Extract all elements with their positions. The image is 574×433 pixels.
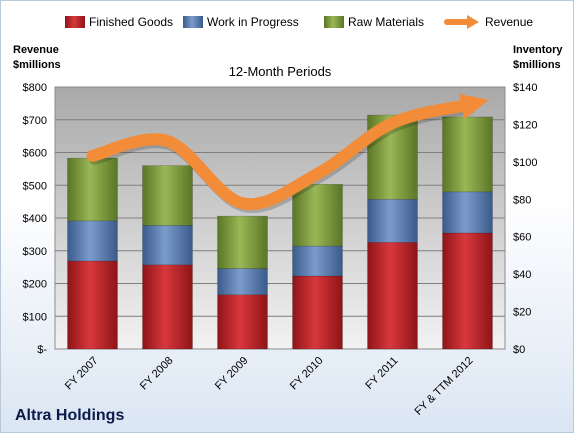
bar-finished-goods <box>367 242 418 350</box>
legend: Finished Goods Work in Progress Raw Mate… <box>65 15 533 29</box>
left-axis-title-line1: Revenue <box>13 44 59 56</box>
right-tick-label: $60 <box>513 232 531 244</box>
left-tick-label: $800 <box>23 82 47 94</box>
legend-label-finished-goods: Finished Goods <box>89 15 173 29</box>
bar-work-in-progress <box>367 198 418 243</box>
x-tick-label: FY 2011 <box>363 355 400 392</box>
left-tick-label: $500 <box>23 180 47 192</box>
bar-work-in-progress <box>67 220 118 262</box>
right-axis-ticks: $0 $20 $40 $60 $80 $100 $120 $140 <box>513 82 537 356</box>
bar-raw-materials <box>442 116 493 193</box>
bar-series <box>67 114 493 350</box>
right-tick-label: $20 <box>513 307 531 319</box>
x-axis-ticks: FY 2007 FY 2008 FY 2009 FY 2010 FY 2011 FY & … <box>63 355 476 418</box>
bar-work-in-progress <box>292 245 343 277</box>
x-tick-label: FY 2010 <box>288 355 326 393</box>
right-tick-label: $120 <box>513 119 537 131</box>
bar-work-in-progress <box>142 225 193 266</box>
bar-raw-materials <box>292 184 343 247</box>
bar-finished-goods <box>217 294 268 350</box>
gridlines <box>55 119 505 317</box>
left-axis-title-line2: $millions <box>13 59 61 71</box>
revenue-line-series <box>86 93 489 214</box>
right-tick-label: $40 <box>513 269 531 281</box>
right-tick-label: $100 <box>513 157 537 169</box>
bar-finished-goods <box>442 232 493 350</box>
revenue-line <box>86 99 474 211</box>
bar-work-in-progress <box>442 191 493 234</box>
legend-swatch-work-in-progress <box>183 16 203 28</box>
bar-finished-goods <box>292 275 343 350</box>
x-tick-label: FY 2007 <box>63 355 101 393</box>
left-tick-label: $700 <box>23 115 47 127</box>
company-name: Altra Holdings <box>15 407 125 424</box>
legend-label-work-in-progress: Work in Progress <box>207 15 299 29</box>
bar-work-in-progress <box>217 268 268 296</box>
right-tick-label: $0 <box>513 344 525 356</box>
x-tick-label: FY & TTM 2012 <box>413 355 476 418</box>
left-tick-label: $- <box>37 344 47 356</box>
left-tick-label: $100 <box>23 311 47 323</box>
left-tick-label: $600 <box>23 148 47 160</box>
legend-swatch-raw-materials <box>324 16 344 28</box>
bar-raw-materials <box>142 165 193 226</box>
left-axis-ticks: $- $100 $200 $300 $400 $500 $600 $700 $800 <box>23 82 48 356</box>
x-tick-label: FY 2008 <box>138 355 176 393</box>
chart-title: 12-Month Periods <box>229 64 332 79</box>
legend-label-revenue: Revenue <box>485 15 533 29</box>
x-tick-label: FY 2009 <box>213 355 251 393</box>
left-tick-label: $400 <box>23 213 47 225</box>
legend-arrowhead-revenue <box>467 15 479 29</box>
bar-finished-goods <box>142 264 193 350</box>
legend-swatch-finished-goods <box>65 16 85 28</box>
left-tick-label: $300 <box>23 246 47 258</box>
bar-raw-materials <box>67 157 118 222</box>
left-tick-label: $200 <box>23 279 47 291</box>
revenue-arrowhead <box>458 93 489 120</box>
right-tick-label: $140 <box>513 82 537 94</box>
legend-label-raw-materials: Raw Materials <box>348 15 424 29</box>
right-tick-label: $80 <box>513 194 531 206</box>
bar-raw-materials <box>217 215 268 269</box>
right-axis-title-line2: $millions <box>513 59 561 71</box>
bar-finished-goods <box>67 260 118 350</box>
right-axis-title-line1: Inventory <box>513 44 563 56</box>
